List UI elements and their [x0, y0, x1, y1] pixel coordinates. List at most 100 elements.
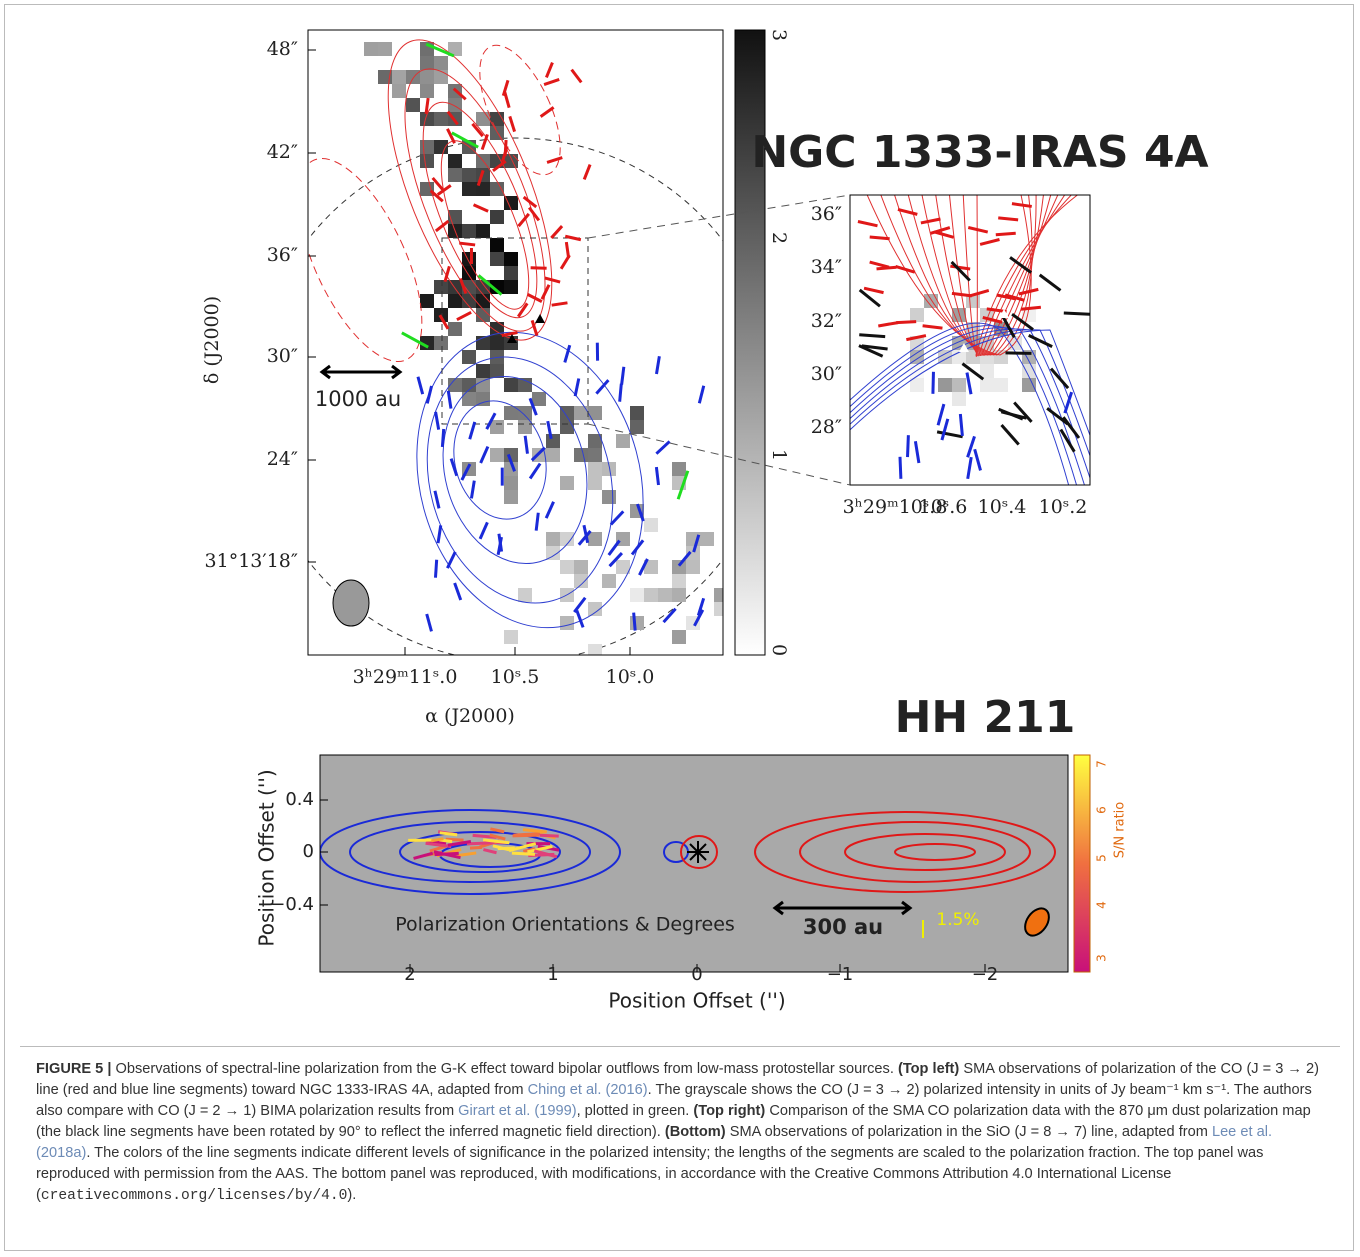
intensity-pixel [672, 560, 686, 574]
colorbar-tick-label: 1 [768, 449, 790, 461]
polarization-segment [438, 525, 441, 543]
polarization-segment [998, 218, 1018, 220]
intensity-pixel [462, 224, 476, 238]
x-axis-label: Position Offset ('') [608, 989, 785, 1013]
polarization-segment [1021, 307, 1041, 309]
polarization-segment [933, 372, 934, 394]
colorbar-tick-label: 4 [1095, 901, 1109, 909]
polarization-segment [870, 262, 889, 267]
polarization-segment [996, 233, 1016, 235]
polarization-segment [447, 552, 455, 568]
intensity-pixel [518, 420, 532, 434]
y-tick-label: 0 [303, 841, 314, 862]
polarization-segment [1014, 402, 1031, 421]
polarization-segment [859, 335, 885, 337]
intensity-pixel [434, 280, 448, 294]
y-tick-label: 42″ [267, 141, 298, 163]
panel-title: HH 211 [895, 692, 1076, 743]
colorbar-label: S/N ratio [1113, 802, 1128, 859]
source-marker [687, 841, 709, 863]
polarization-segment [968, 228, 987, 233]
intensity-pixel [448, 154, 462, 168]
intensity-pixel [560, 420, 574, 434]
intensity-pixel [588, 406, 602, 420]
polarization-segment [540, 835, 559, 836]
polarization-segment [418, 377, 423, 394]
panel-title: NGC 1333-IRAS 4A [751, 127, 1208, 178]
intensity-pixel [504, 476, 518, 490]
intensity-pixel [490, 238, 504, 252]
polarization-segment [1040, 275, 1061, 291]
polarization-segment [900, 457, 901, 479]
polarization-segment [530, 464, 540, 479]
page-body: α (J2000) δ (J2000) 1000 au NGC 1333-IRA… [0, 0, 1360, 1257]
intensity-pixel [420, 294, 434, 308]
x-tick-label: 10ˢ.2 [1039, 496, 1088, 518]
intensity-pixel [448, 168, 462, 182]
intensity-pixel [392, 84, 406, 98]
intensity-pixel [714, 602, 728, 616]
y-tick-label: 32″ [811, 310, 842, 332]
polarization-segment [546, 63, 552, 78]
caption-text: Observations of spectral-line polarizati… [111, 1061, 898, 1077]
caption-text[interactable]: Girart et al. (1999) [458, 1103, 576, 1119]
polarization-segment [565, 345, 570, 362]
caption-text: FIGURE 5 | [36, 1061, 111, 1077]
caption-text: (Top right) [693, 1103, 765, 1119]
intensity-pixel [546, 434, 560, 448]
intensity-pixel [672, 574, 686, 588]
colorbar-tick-label: 6 [1095, 806, 1109, 814]
intensity-pixel [700, 532, 714, 546]
caption-text: , plotted in green. [577, 1103, 694, 1119]
polarization-segment [426, 98, 428, 114]
intensity-pixel [588, 448, 602, 462]
polarization-segment [561, 255, 569, 269]
intensity-pixel [588, 532, 602, 546]
polarization-segment [896, 322, 916, 323]
y-tick-label: −0.4 [270, 894, 314, 915]
intensity-pixel [602, 574, 616, 588]
intensity-pixel [504, 154, 518, 168]
polarization-segment [544, 79, 559, 84]
caption-text: ). [347, 1187, 356, 1203]
x-tick-label: 3ʰ29ᵐ11ˢ.0 [353, 666, 458, 688]
polarization-segment [937, 432, 963, 437]
intensity-pixel [644, 518, 658, 532]
polarization-segment [436, 412, 439, 430]
y-tick-label: 24″ [267, 448, 298, 470]
y-tick-label: 30″ [267, 345, 298, 367]
polarization-segment [870, 237, 890, 239]
polarization-segment [1064, 313, 1090, 314]
intensity-pixel [462, 182, 476, 196]
intensity-pixel [406, 70, 420, 84]
intensity-pixel [476, 378, 490, 392]
intensity-pixel [532, 392, 546, 406]
intensity-pixel [672, 462, 686, 476]
polarization-segment [656, 356, 659, 374]
caption-text[interactable]: Ching et al. (2016) [528, 1082, 648, 1098]
intensity-pixel [574, 448, 588, 462]
intensity-pixel [672, 630, 686, 644]
polarization-segment [975, 449, 981, 470]
intensity-pixel [476, 112, 490, 126]
intensity-pixel [490, 252, 504, 266]
intensity-pixel [448, 98, 462, 112]
intensity-pixel [630, 588, 644, 602]
colorbar-tick-label: 2 [768, 232, 790, 244]
y-tick-label: 30″ [811, 363, 842, 385]
y-tick-label: 31°13′18″ [205, 550, 298, 572]
intensity-pixel [420, 154, 434, 168]
polarization-segment [915, 441, 918, 463]
polarization-segment [435, 491, 439, 509]
scale-bar-label: 300 au [803, 915, 883, 939]
polarization-segment [510, 116, 515, 131]
caption-text: (Top left) [898, 1061, 959, 1077]
polarization-segment [574, 598, 585, 612]
intensity-pixel [560, 406, 574, 420]
x-tick-label: 0 [691, 964, 702, 985]
polarization-segment [525, 436, 527, 454]
polarization-segment [427, 386, 431, 403]
y-axis-label: δ (J2000) [201, 296, 223, 384]
x-tick-label: 10ˢ.4 [978, 496, 1027, 518]
polarization-segment [427, 614, 432, 631]
